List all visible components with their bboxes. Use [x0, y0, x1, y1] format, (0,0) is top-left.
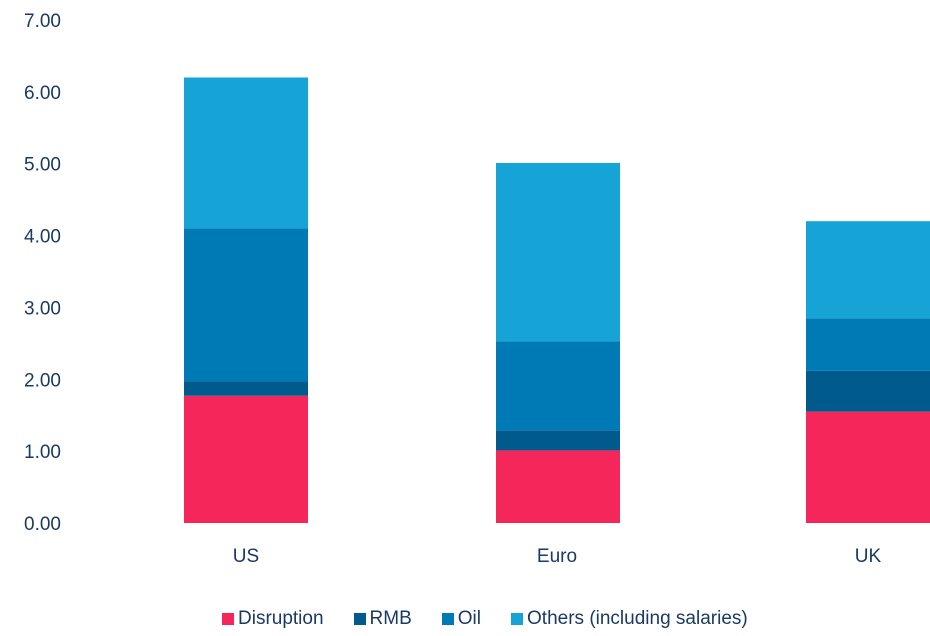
- bar-euro-others: [496, 162, 620, 342]
- x-axis: US Euro UK: [233, 546, 882, 567]
- legend-label: Oil: [457, 608, 482, 629]
- bars: [184, 77, 930, 523]
- legend-label: Disruption: [238, 608, 324, 629]
- y-tick-label: 3.00: [24, 298, 61, 319]
- legend-item: Oil: [441, 608, 482, 630]
- bar-euro-disruption: [496, 450, 620, 523]
- bar-uk-oil: [806, 318, 930, 371]
- y-tick-label: 6.00: [24, 83, 61, 104]
- legend-item: RMB: [353, 608, 412, 630]
- y-tick-label: 1.00: [24, 442, 61, 463]
- y-tick-label: 5.00: [24, 155, 61, 176]
- legend-swatch: [222, 613, 234, 625]
- y-tick-label: 2.00: [24, 370, 61, 391]
- x-category-label: Euro: [537, 546, 577, 567]
- bar-us-disruption: [184, 395, 308, 523]
- legend-swatch: [353, 613, 366, 625]
- x-category-label: UK: [855, 546, 882, 567]
- legend-label: RMB: [369, 608, 412, 629]
- bar-uk-rmb: [806, 370, 930, 412]
- legend-swatch: [511, 613, 524, 625]
- bar-us-oil: [184, 228, 308, 382]
- bar-uk-disruption: [806, 411, 930, 523]
- legend-item: Others (including salaries): [511, 608, 748, 630]
- bar-us-others: [184, 77, 308, 229]
- y-tick-label: 7.00: [24, 11, 61, 32]
- bar-uk-others: [806, 221, 930, 319]
- legend-item: Disruption: [222, 608, 324, 630]
- y-tick-label: 0.00: [24, 514, 61, 535]
- y-tick-label: 4.00: [24, 227, 61, 248]
- legend-swatch: [441, 613, 454, 625]
- bar-us-rmb: [184, 381, 308, 396]
- y-axis: 0.00 1.00 2.00 3.00 4.00 5.00 6.00 7.00: [24, 11, 61, 535]
- legend: Disruption RMB Oil Others (including salari…: [222, 608, 748, 630]
- legend-label: Others (including salaries): [527, 608, 748, 629]
- x-category-label: US: [233, 546, 259, 567]
- bar-euro-rmb: [496, 430, 620, 451]
- bar-euro-oil: [496, 341, 620, 431]
